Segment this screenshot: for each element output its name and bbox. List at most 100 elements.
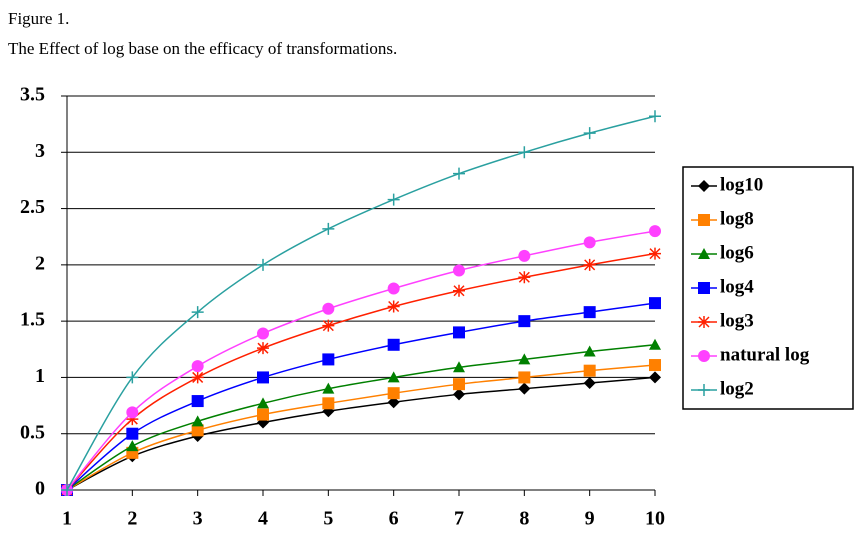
x-tick-label: 6 [389, 508, 399, 530]
marker [61, 484, 73, 496]
marker [257, 258, 269, 271]
marker [191, 395, 204, 408]
chart-title: Figure 1. [8, 9, 69, 28]
series-line [66, 302, 656, 491]
x-tick-label: 9 [585, 508, 595, 530]
x-tick-label: 8 [519, 508, 529, 530]
series-line [66, 364, 656, 491]
marker [583, 306, 596, 319]
marker [583, 364, 596, 377]
marker [518, 382, 531, 395]
marker [649, 297, 661, 310]
marker [322, 319, 335, 332]
marker [649, 359, 661, 372]
marker [191, 360, 204, 373]
marker [453, 264, 465, 277]
marker [322, 302, 335, 315]
x-tick-label: 7 [454, 508, 464, 530]
marker [583, 345, 596, 357]
marker [387, 371, 400, 383]
legend-label: log4 [720, 276, 754, 297]
marker [191, 424, 204, 437]
y-tick-label: 2 [35, 252, 45, 274]
marker [257, 408, 269, 421]
marker [126, 413, 139, 426]
x-tick-label: 2 [127, 508, 137, 530]
legend-label: natural log [720, 344, 810, 365]
marker [322, 397, 335, 410]
series-line [66, 344, 656, 491]
marker [518, 249, 531, 262]
marker [191, 415, 204, 427]
marker [583, 236, 596, 249]
marker [126, 427, 139, 440]
marker [453, 167, 465, 180]
marker [257, 397, 269, 409]
marker [518, 353, 531, 365]
series-line [66, 115, 656, 491]
marker [387, 193, 400, 206]
marker [583, 127, 596, 140]
marker [257, 371, 269, 384]
y-tick-label: 3 [35, 140, 45, 162]
marker [453, 284, 465, 297]
marker [698, 316, 710, 328]
series-line [66, 252, 656, 491]
marker [518, 371, 531, 384]
x-tick-label: 4 [258, 508, 268, 530]
marker [698, 282, 710, 294]
y-tick-label: 1 [35, 365, 45, 387]
series-line [66, 230, 656, 491]
y-tick-label: 0.5 [20, 421, 45, 443]
marker [387, 387, 400, 400]
marker [453, 388, 465, 401]
marker [698, 350, 710, 362]
marker [698, 248, 710, 259]
marker [257, 342, 269, 355]
y-tick-label: 1.5 [20, 309, 45, 331]
marker [126, 371, 139, 384]
y-tick-label: 3.5 [20, 84, 45, 106]
marker [126, 406, 139, 419]
marker [387, 282, 400, 295]
marker [191, 371, 204, 384]
marker [698, 214, 710, 226]
marker [453, 378, 465, 391]
marker [322, 353, 335, 366]
marker [518, 271, 531, 284]
series-line [66, 376, 656, 491]
x-tick-label: 1 [62, 508, 72, 530]
legend-label: log2 [720, 378, 754, 399]
marker [649, 371, 661, 384]
marker [649, 247, 661, 260]
legend-label: log6 [720, 242, 754, 263]
legend-label: log10 [720, 174, 763, 195]
marker [518, 146, 531, 159]
marker [583, 377, 596, 390]
marker [649, 338, 661, 350]
legend-label: log8 [720, 208, 754, 229]
marker [387, 338, 400, 351]
marker [698, 384, 710, 396]
legend-label: log3 [720, 310, 754, 331]
marker [518, 315, 531, 328]
marker [126, 440, 139, 452]
marker [453, 361, 465, 373]
y-tick-label: 0 [35, 478, 45, 500]
marker [322, 382, 335, 394]
marker [322, 222, 335, 235]
marker [649, 110, 661, 123]
x-tick-label: 5 [323, 508, 333, 530]
chart-subtitle: The Effect of log base on the efficacy o… [8, 39, 397, 58]
marker [649, 225, 661, 238]
y-tick-label: 2.5 [20, 196, 45, 218]
x-tick-label: 10 [645, 508, 665, 530]
marker [387, 300, 400, 313]
marker [583, 258, 596, 271]
marker [698, 180, 710, 192]
marker [191, 306, 204, 319]
marker [257, 327, 269, 340]
marker [387, 396, 400, 409]
x-tick-label: 3 [193, 508, 203, 530]
